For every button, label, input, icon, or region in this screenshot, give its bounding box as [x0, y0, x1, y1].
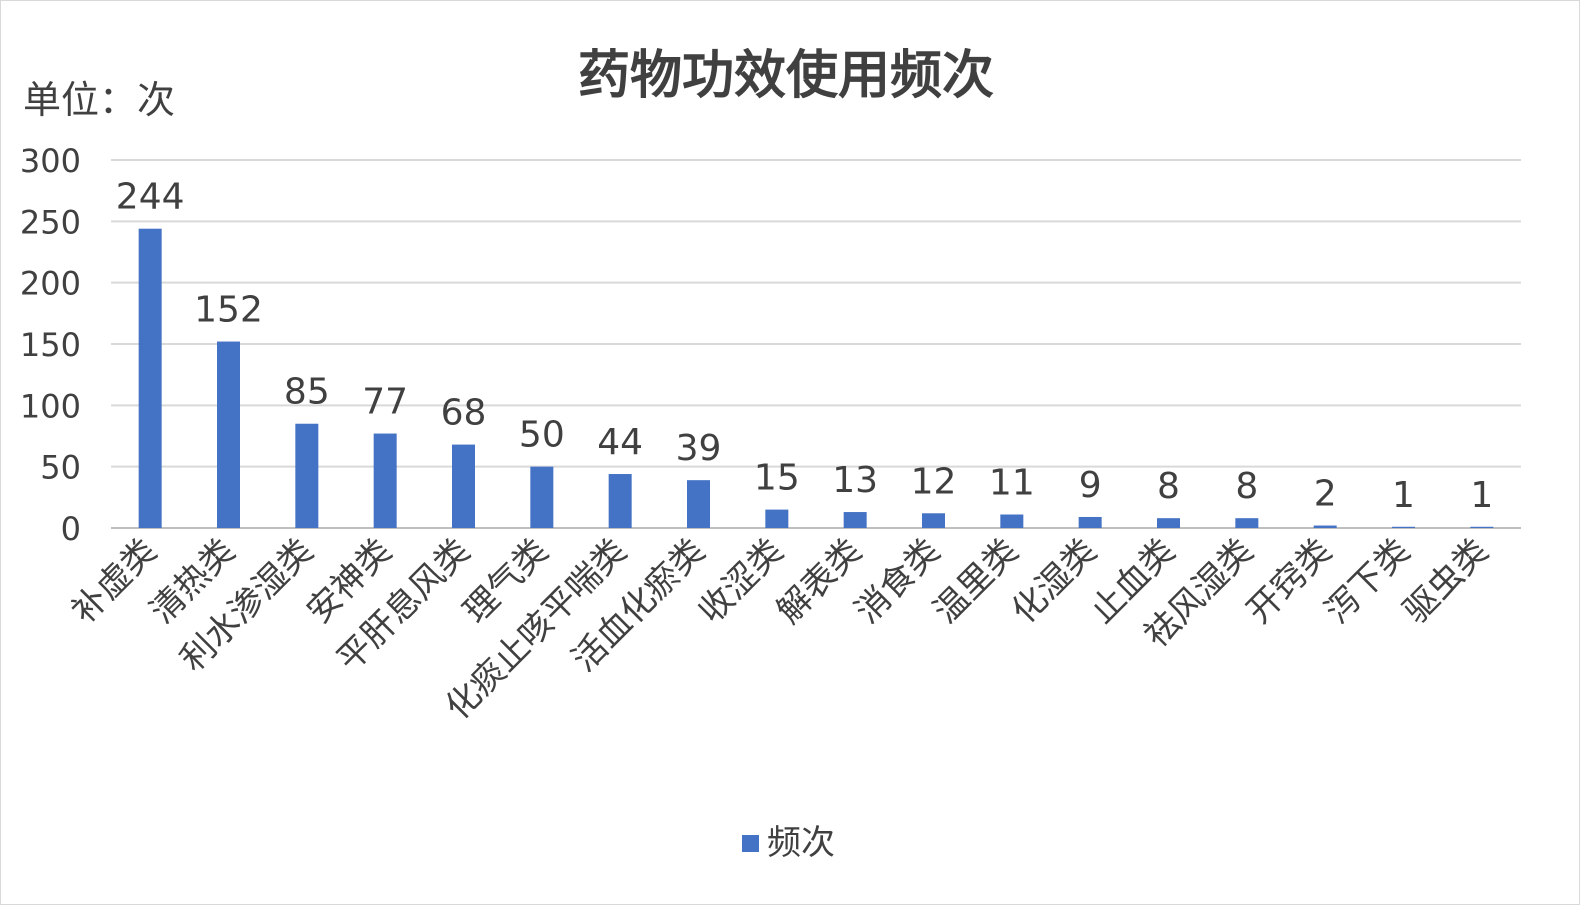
y-tick-label: 300 — [20, 142, 81, 180]
x-tick-label: 泻下类 — [1317, 531, 1417, 631]
x-tick-label: 解表类 — [769, 531, 869, 631]
y-tick-label: 100 — [20, 387, 81, 425]
data-label: 13 — [832, 460, 878, 501]
bar — [1157, 518, 1180, 528]
bar — [1313, 525, 1337, 528]
data-label: 1 — [1470, 475, 1493, 516]
data-label: 8 — [1235, 466, 1258, 507]
bar — [608, 474, 632, 528]
bars — [138, 228, 1494, 528]
bar — [765, 509, 789, 528]
y-tick-label: 0 — [61, 510, 81, 548]
data-label: 44 — [597, 422, 643, 463]
bar — [1470, 526, 1494, 528]
bar — [1392, 526, 1415, 528]
data-label: 39 — [676, 428, 722, 469]
data-label: 9 — [1079, 465, 1102, 506]
data-label: 11 — [989, 463, 1035, 504]
bar — [922, 513, 945, 528]
data-label: 244 — [116, 177, 185, 218]
bar — [373, 433, 397, 528]
data-label: 68 — [441, 393, 487, 434]
data-label: 15 — [754, 458, 800, 499]
legend: 频次 — [742, 823, 835, 863]
data-label: 50 — [519, 415, 565, 456]
x-tick-label: 收涩类 — [691, 531, 791, 631]
x-tick-label: 开窍类 — [1239, 531, 1339, 631]
bar — [530, 466, 554, 528]
bar — [1000, 514, 1024, 528]
y-axis-ticks: 0 50 100 150 200 250 300 — [20, 142, 81, 548]
x-axis-ticks: 补虚类清热类利水渗湿类安神类平肝息风类理气类化痰止咳平喘类活血化瘀类收涩类解表类… — [64, 531, 1496, 728]
x-tick-label: 温里类 — [926, 531, 1026, 631]
y-tick-label: 200 — [20, 265, 81, 303]
legend-label: 频次 — [767, 823, 835, 863]
data-label: 2 — [1314, 474, 1337, 515]
data-label: 152 — [194, 290, 263, 331]
bar — [452, 444, 475, 528]
y-tick-label: 50 — [40, 449, 81, 487]
gridlines — [111, 159, 1521, 529]
bar — [217, 341, 240, 528]
data-label: 77 — [362, 382, 408, 423]
chart-title: 药物功效使用频次 — [578, 46, 994, 106]
y-tick-label: 150 — [20, 326, 81, 364]
data-label: 12 — [911, 461, 957, 502]
data-label: 8 — [1157, 466, 1180, 507]
data-label: 1 — [1392, 475, 1415, 516]
unit-label: 单位：次 — [23, 78, 175, 122]
bar — [687, 480, 710, 528]
bar — [138, 228, 162, 528]
x-tick-label: 消食类 — [847, 531, 947, 631]
bar — [295, 423, 319, 528]
legend-swatch — [742, 835, 759, 852]
data-label: 85 — [284, 372, 330, 413]
x-tick-label: 化湿类 — [1004, 531, 1104, 631]
bar — [1235, 518, 1259, 528]
y-tick-label: 250 — [20, 203, 81, 241]
x-tick-label: 驱虫类 — [1396, 531, 1496, 631]
bar — [1078, 516, 1102, 528]
bar — [843, 512, 867, 528]
